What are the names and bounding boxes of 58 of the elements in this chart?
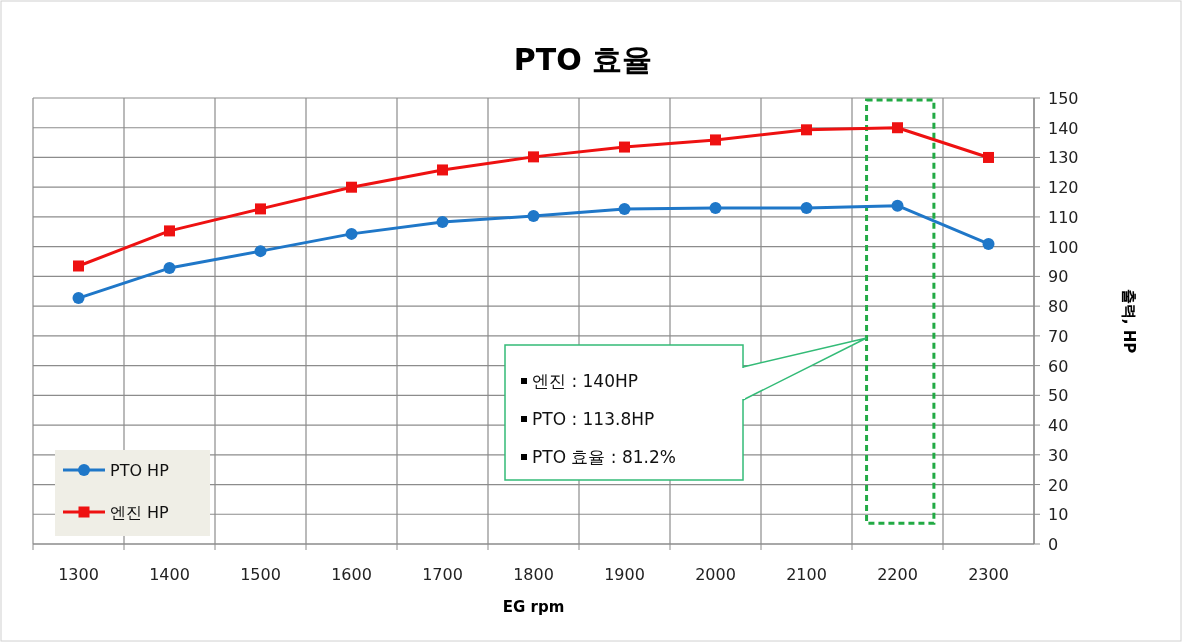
- annotation: PTO 효율 : 81.2%: [532, 447, 676, 467]
- legend-label: PTO HP: [110, 461, 170, 480]
- point: [710, 134, 721, 146]
- y-tick-label: 0: [1048, 535, 1059, 554]
- y-tick-label: 120: [1048, 178, 1079, 198]
- point: [164, 225, 175, 237]
- x-tick-label: 1500: [240, 565, 281, 584]
- chart-title: PTO 효율: [513, 42, 653, 77]
- point: [618, 202, 631, 215]
- x-tick-label: 2100: [786, 565, 827, 584]
- point: [163, 262, 176, 275]
- point: [527, 210, 540, 223]
- y-tick-label: 100: [1048, 237, 1079, 257]
- point: [437, 164, 448, 176]
- point: [346, 181, 357, 193]
- y-tick-label: 40: [1048, 416, 1069, 436]
- point: [982, 237, 995, 250]
- x-tick-label: 1300: [58, 565, 99, 584]
- y-tick-label: 130: [1048, 148, 1079, 168]
- point: [619, 141, 630, 153]
- x-tick-label: 2000: [695, 565, 736, 584]
- point: [528, 151, 539, 163]
- point: [345, 227, 358, 240]
- y-tick-label: 140: [1048, 118, 1079, 138]
- y-axis-title: 출력, HP: [1120, 288, 1138, 354]
- annotation: 엔진 : 140HP: [532, 371, 639, 391]
- x-tick-label: 2200: [877, 565, 918, 584]
- legend-label: 엔진 HP: [110, 503, 170, 522]
- y-tick-label: 70: [1048, 326, 1069, 346]
- point: [800, 202, 813, 215]
- y-tick-label: 80: [1048, 297, 1069, 317]
- y-tick-label: 60: [1048, 356, 1069, 376]
- point: [255, 203, 266, 215]
- y-tick-label: 150: [1048, 89, 1079, 108]
- point: [436, 215, 449, 228]
- point: [892, 122, 903, 134]
- y-tick-label: 110: [1048, 207, 1079, 227]
- point: [801, 124, 812, 136]
- y-tick-label: 30: [1048, 445, 1069, 465]
- y-tick-label: 20: [1048, 475, 1069, 495]
- point: [73, 260, 84, 272]
- point: [72, 292, 85, 305]
- point: [709, 202, 722, 215]
- x-axis-title: EG rpm: [502, 598, 565, 616]
- y-tick-label: 10: [1048, 505, 1069, 525]
- point: [983, 151, 994, 163]
- point: [891, 199, 904, 212]
- x-tick-label: 1400: [149, 565, 190, 584]
- x-tick-label: 1900: [604, 565, 645, 584]
- x-tick-label: 1600: [331, 565, 372, 584]
- x-tick-label: 1800: [513, 565, 554, 584]
- x-tick-label: 1700: [422, 565, 463, 584]
- point: [254, 245, 267, 258]
- y-tick-label: 50: [1048, 386, 1069, 406]
- x-tick-label: 2300: [968, 565, 1009, 584]
- annotation: PTO : 113.8HP: [532, 409, 655, 429]
- y-tick-label: 90: [1048, 267, 1069, 287]
- callout: 엔진 : 140HP PTO : 113.8HP PTO 효율 : 81.2%: [504, 337, 868, 481]
